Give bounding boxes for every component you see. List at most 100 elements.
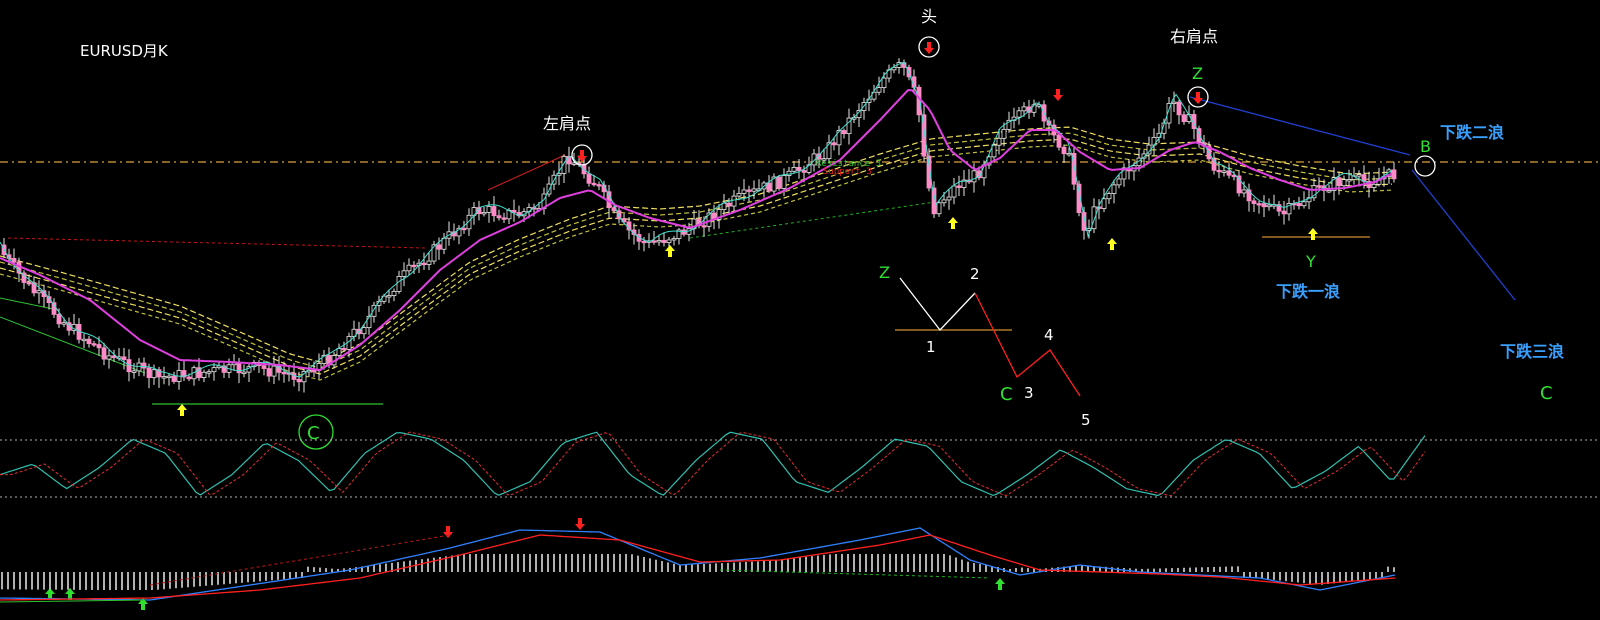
- candle-body: [426, 260, 432, 265]
- candle-body: [361, 327, 367, 335]
- candle-body: [591, 182, 597, 186]
- c-circle: [298, 414, 334, 450]
- envelope-line: [0, 126, 1393, 363]
- head-circle: [918, 36, 940, 58]
- candle-body: [926, 155, 932, 189]
- candle-body: [61, 322, 67, 325]
- candle-body: [111, 355, 117, 358]
- candle-body: [1326, 190, 1332, 193]
- candle-body: [1221, 170, 1227, 173]
- candle-body: [716, 209, 722, 220]
- candle-body: [211, 367, 217, 373]
- wave-number-3: 3: [1024, 384, 1034, 402]
- left-shoulder-trendline: [487, 154, 566, 191]
- candle-body: [386, 295, 392, 298]
- macd-green-trendline: [0, 599, 146, 603]
- candle-body: [1216, 169, 1222, 173]
- candle-body: [1256, 203, 1262, 206]
- candle-body: [106, 355, 112, 360]
- envelope-line: [0, 138, 1393, 375]
- signal-arrows: [45, 42, 1318, 610]
- candle-body: [1061, 146, 1067, 155]
- up-arrow-icon: [948, 217, 958, 229]
- up-arrow-icon: [1107, 238, 1117, 250]
- candle-body: [31, 282, 37, 294]
- candle-body: [436, 244, 442, 250]
- candle-body: [26, 282, 32, 285]
- candle-body: [1296, 203, 1302, 207]
- down-arrow-icon: [443, 526, 453, 538]
- candle-body: [1316, 185, 1322, 188]
- candle-body: [56, 314, 62, 325]
- candle-body: [1261, 203, 1267, 208]
- candle-body: [971, 170, 977, 183]
- candle-body: [796, 166, 802, 171]
- candle-body: [1106, 193, 1112, 200]
- down-arrow-icon: [924, 42, 934, 54]
- candle-body: [171, 375, 177, 382]
- wave-diagram-white: [899, 277, 976, 331]
- candle-body: [676, 229, 682, 239]
- candle-body: [741, 189, 747, 194]
- candle-body: [156, 369, 162, 378]
- candle-body: [151, 369, 157, 379]
- up-arrow-icon: [138, 598, 148, 610]
- candle-body: [181, 370, 187, 378]
- candle-body: [401, 270, 407, 277]
- candle-body: [1076, 183, 1082, 213]
- candle-body: [1241, 189, 1247, 194]
- candle-body: [566, 155, 572, 165]
- wave-number-2: 2: [970, 265, 980, 283]
- candle-body: [1281, 210, 1287, 215]
- wave-number-5: 5: [1081, 411, 1091, 429]
- candle-body: [1226, 170, 1232, 176]
- letter-c-diagram: C: [1000, 384, 1013, 405]
- candle-body: [276, 365, 282, 373]
- candle-body: [596, 184, 602, 187]
- candle-body: [1116, 178, 1122, 186]
- wave-number-4: 4: [1044, 326, 1054, 344]
- candle-body: [1301, 201, 1307, 207]
- macd-red-dotted-line: [149, 534, 451, 586]
- candle-body: [1236, 175, 1242, 194]
- label-left-shoulder: 左肩点: [543, 114, 591, 133]
- candle-body: [1336, 177, 1342, 187]
- candle-body: [1311, 185, 1317, 199]
- green-dotted-trendline: [689, 201, 936, 239]
- candle-body: [751, 188, 757, 192]
- candle-body: [816, 153, 822, 160]
- candle-body: [81, 338, 87, 342]
- candle-body: [1091, 206, 1097, 230]
- down-arrow-icon: [1053, 89, 1063, 101]
- candle-body: [1371, 183, 1377, 188]
- up-arrow-icon: [1308, 228, 1318, 240]
- candle-body: [341, 347, 347, 351]
- candlesticks: [1, 58, 1397, 393]
- candle-body: [791, 166, 797, 172]
- candle-body: [1176, 101, 1182, 116]
- candle-body: [1056, 134, 1062, 148]
- candle-body: [1071, 153, 1077, 185]
- right-shoulder-circle: [1187, 86, 1209, 108]
- candle-body: [661, 240, 667, 243]
- candle-body: [671, 238, 677, 241]
- candle-body: [1246, 189, 1252, 202]
- candle-body: [891, 66, 897, 71]
- candle-body: [1266, 204, 1272, 208]
- down-arrow-icon: [1193, 92, 1203, 104]
- candle-body: [811, 153, 817, 166]
- green-trendline-b: [0, 316, 146, 374]
- candle-body: [481, 212, 487, 215]
- candle-body: [1016, 110, 1022, 118]
- candle-body: [146, 367, 152, 379]
- candle-body: [946, 196, 952, 201]
- candle-body: [166, 375, 172, 379]
- candle-body: [221, 365, 227, 373]
- letter-y: Y: [1305, 252, 1316, 271]
- candle-body: [91, 343, 97, 346]
- candle-body: [1211, 158, 1217, 171]
- candle-body: [641, 240, 647, 244]
- candle-body: [1081, 212, 1087, 231]
- ma-thin-line: [0, 61, 1393, 378]
- candle-body: [1391, 169, 1397, 180]
